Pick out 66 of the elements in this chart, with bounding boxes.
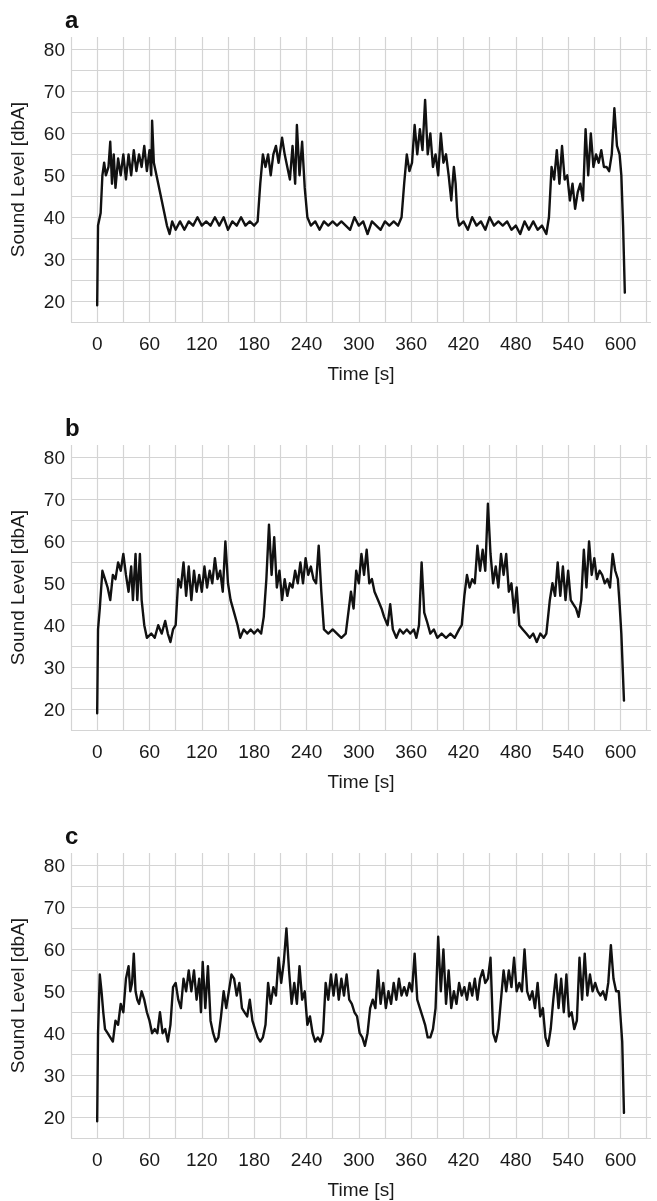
line-series bbox=[95, 927, 626, 1123]
x-tick-label: 600 bbox=[604, 333, 637, 354]
y-tick-label: 80 bbox=[43, 39, 65, 61]
y-tick-label: 30 bbox=[43, 248, 65, 270]
x-axis-title: Time [s] bbox=[327, 1179, 395, 1200]
y-tick-label: 60 bbox=[43, 122, 65, 144]
x-tick-label: 0 bbox=[91, 333, 103, 354]
x-tick-label: 540 bbox=[552, 741, 584, 762]
y-axis-title: Sound Level [dbA] bbox=[7, 917, 28, 1074]
y-tick-label: 60 bbox=[43, 530, 65, 552]
y-tick-label: 40 bbox=[43, 614, 65, 636]
y-tick-label: 20 bbox=[43, 1106, 65, 1128]
x-axis-title: Time [s] bbox=[327, 363, 395, 384]
chart-title: b bbox=[65, 413, 80, 441]
x-tick-label: 240 bbox=[290, 741, 323, 762]
chart-title: a bbox=[65, 5, 79, 33]
x-tick-label: 420 bbox=[447, 333, 480, 354]
y-tick-label: 40 bbox=[43, 206, 65, 228]
chart-title: c bbox=[65, 821, 79, 849]
x-tick-label: 540 bbox=[552, 1149, 584, 1170]
y-tick-label: 20 bbox=[43, 698, 65, 720]
x-tick-label: 480 bbox=[499, 333, 532, 354]
x-tick-label: 240 bbox=[290, 333, 323, 354]
y-tick-label: 30 bbox=[43, 1064, 65, 1086]
y-tick-label: 20 bbox=[43, 290, 65, 312]
x-tick-label: 240 bbox=[290, 1149, 323, 1170]
y-tick-label: 30 bbox=[43, 656, 65, 678]
x-tick-label: 180 bbox=[238, 1149, 271, 1170]
y-tick-label: 80 bbox=[43, 855, 65, 877]
x-tick-label: 420 bbox=[447, 741, 480, 762]
y-axis-title: Sound Level [dbA] bbox=[7, 101, 28, 258]
y-tick-label: 50 bbox=[43, 572, 65, 594]
y-tick-label: 50 bbox=[43, 164, 65, 186]
x-axis-title: Time [s] bbox=[327, 771, 395, 792]
line-series bbox=[95, 502, 626, 715]
x-tick-label: 300 bbox=[342, 333, 375, 354]
x-tick-label: 360 bbox=[395, 1149, 427, 1170]
x-tick-label: 420 bbox=[447, 1149, 480, 1170]
y-tick-label: 60 bbox=[43, 938, 65, 960]
x-tick-label: 600 bbox=[604, 741, 637, 762]
x-tick-label: 600 bbox=[604, 1149, 637, 1170]
y-tick-label: 70 bbox=[43, 488, 65, 510]
x-tick-label: 60 bbox=[138, 333, 161, 354]
x-tick-label: 120 bbox=[185, 741, 218, 762]
x-tick-label: 60 bbox=[138, 1149, 161, 1170]
x-tick-label: 60 bbox=[138, 741, 161, 762]
x-tick-label: 300 bbox=[342, 1149, 375, 1170]
x-tick-label: 480 bbox=[499, 1149, 532, 1170]
x-tick-label: 0 bbox=[91, 741, 103, 762]
x-tick-label: 480 bbox=[499, 741, 532, 762]
x-tick-label: 180 bbox=[238, 741, 271, 762]
x-tick-label: 360 bbox=[395, 333, 427, 354]
x-tick-label: 120 bbox=[185, 333, 218, 354]
line-series bbox=[95, 98, 627, 307]
y-tick-label: 50 bbox=[43, 980, 65, 1002]
y-tick-label: 40 bbox=[43, 1022, 65, 1044]
y-axis-title: Sound Level [dbA] bbox=[7, 509, 28, 666]
x-tick-label: 300 bbox=[342, 741, 375, 762]
x-tick-label: 120 bbox=[185, 1149, 218, 1170]
y-tick-label: 80 bbox=[43, 447, 65, 469]
x-tick-label: 0 bbox=[91, 1149, 103, 1170]
x-tick-label: 180 bbox=[238, 333, 271, 354]
x-tick-label: 540 bbox=[552, 333, 584, 354]
y-tick-label: 70 bbox=[43, 896, 65, 918]
x-tick-label: 360 bbox=[395, 741, 427, 762]
y-tick-label: 70 bbox=[43, 80, 65, 102]
